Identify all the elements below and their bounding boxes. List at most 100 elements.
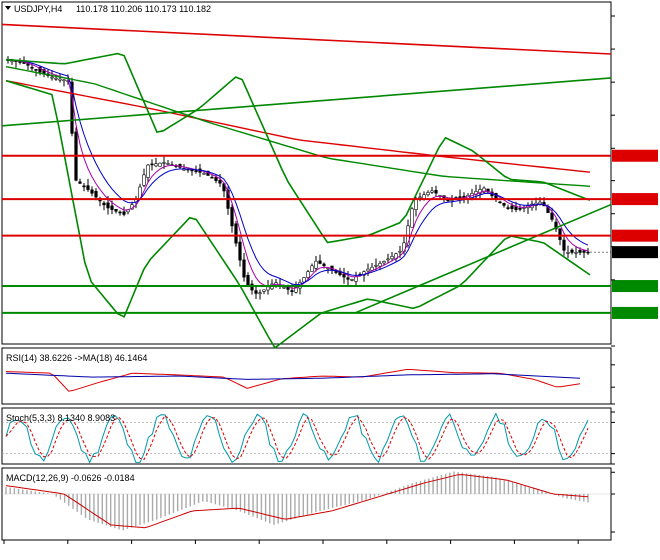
candle-body (254, 290, 258, 294)
rsi-plot (5, 369, 581, 392)
candle-body (310, 265, 314, 272)
candle-body (194, 170, 198, 172)
level-price-tag (612, 193, 658, 206)
ma-slow-green-line (5, 66, 591, 187)
candle-body (366, 268, 370, 272)
candle-body (146, 164, 150, 178)
candle-body (418, 196, 422, 199)
horizontal-levels (2, 149, 658, 319)
candle-body (382, 261, 386, 264)
candle-body (102, 202, 106, 206)
stoch-title: Stoch(5,3,3) 8.1340 8.9083 (6, 413, 115, 423)
candle-body (50, 76, 54, 79)
macd-panel[interactable] (1, 467, 612, 541)
candle-body (430, 190, 434, 193)
candle-body (482, 187, 486, 193)
candle-body (314, 260, 318, 269)
stoch-axis (611, 411, 615, 465)
support-trendline (354, 203, 612, 314)
candle-body (558, 228, 562, 240)
candle-body (38, 66, 42, 73)
candle-body (386, 258, 390, 261)
rsi-panel[interactable] (1, 347, 612, 405)
candle-body (106, 202, 110, 209)
level-price-tag (612, 229, 658, 242)
candle-body (322, 263, 326, 267)
level-price-tag (612, 149, 658, 162)
time-axis (3, 540, 579, 544)
candle-body (318, 260, 322, 264)
candle-body (294, 286, 298, 293)
candle-body (342, 273, 346, 278)
stoch-plot (2, 412, 611, 464)
candle-body (434, 190, 438, 194)
candle-body (550, 212, 554, 220)
ma-mid-line (7, 59, 589, 286)
candle-body (390, 256, 394, 260)
candle-body (58, 78, 62, 81)
candle-body (282, 286, 286, 289)
candle-body (142, 174, 146, 186)
candle-body (162, 162, 166, 164)
candle-body (230, 207, 234, 227)
candle-body (578, 250, 582, 253)
candle-body (234, 223, 238, 244)
candle-body (86, 185, 90, 190)
candle-body (210, 176, 214, 179)
candle-body (562, 239, 566, 251)
candle-body (506, 207, 510, 209)
candle-body (118, 211, 122, 214)
candle-body (346, 277, 350, 280)
candle-body (378, 262, 382, 267)
stoch-signal-line (5, 414, 589, 460)
candle-body (518, 207, 522, 210)
macd-signal-line (5, 474, 589, 529)
candle-body (410, 208, 414, 228)
candle-body (246, 274, 250, 287)
current-price-tag (612, 246, 658, 259)
macd-plot (2, 471, 611, 531)
candle-body (30, 66, 34, 69)
candle-body (218, 180, 222, 184)
bollinger-upper-line (5, 52, 591, 244)
candle-body (398, 250, 402, 253)
stoch-main-line (5, 412, 589, 464)
candle-body (154, 163, 158, 167)
main-price-panel[interactable] (1, 1, 612, 345)
upper-trendline (1, 77, 612, 127)
candle-body (34, 69, 38, 71)
candle-body (190, 169, 194, 172)
candle-body (78, 181, 82, 184)
candle-body (538, 201, 542, 206)
level-price-tag (612, 280, 658, 293)
candle-body (574, 252, 578, 254)
candle-body (426, 192, 430, 196)
candle-body (498, 201, 502, 204)
candle-body (458, 196, 462, 198)
candle-body (582, 250, 586, 253)
candle-body (82, 185, 86, 188)
symbol-dropdown-icon[interactable] (5, 6, 11, 10)
candle-body (478, 189, 482, 194)
candle-body (570, 249, 574, 253)
candle-body (502, 203, 506, 206)
candle-body (554, 221, 558, 230)
rsi-ma-line (5, 372, 581, 380)
symbol-label[interactable]: USDJPY,H4 (14, 4, 62, 14)
candle-body (486, 188, 490, 193)
candle-body (354, 276, 358, 282)
candle-body (374, 264, 378, 267)
candle-body (122, 211, 126, 215)
ohlc-readout: 110.178 110.206 110.173 110.182 (76, 4, 211, 14)
rsi-axis (611, 364, 615, 405)
candle-body (334, 271, 338, 273)
candle-body (262, 289, 266, 292)
rsi-title: RSI(14) 38.6226 ->MA(18) 46.1464 (6, 353, 147, 363)
candle-body (302, 277, 306, 283)
candle-body (266, 286, 270, 291)
resistance-trendline (1, 23, 612, 55)
rsi-line (5, 369, 581, 392)
candle-body (510, 205, 514, 209)
candle-body (214, 177, 218, 181)
